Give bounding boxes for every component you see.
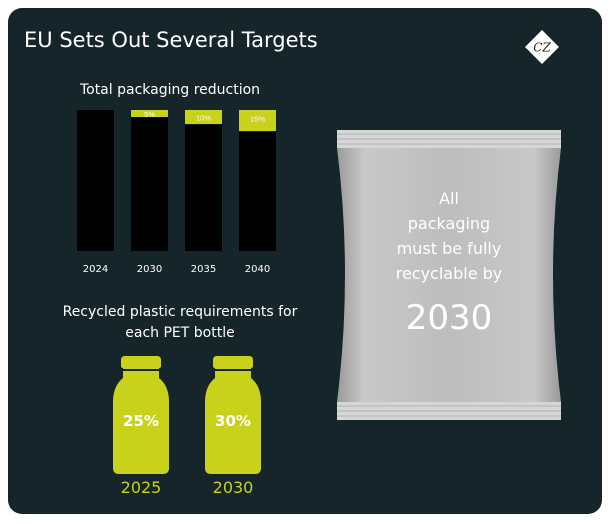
bottle-title-line2: each PET bottle [125,325,235,341]
data-label-2040: 15% [250,115,265,124]
bar-2040 [239,110,276,251]
packaging-pouch-icon [337,130,561,420]
bar-2024 [77,110,114,251]
bar-2030 [131,110,168,251]
bottle-section-title: Recycled plastic requirements for each P… [50,302,310,344]
data-label-2035: 10% [196,114,211,123]
bottle-title-line1: Recycled plastic requirements for [62,304,298,320]
x-tick-label: 2030 [137,264,162,275]
x-tick-label: 2040 [245,264,270,275]
x-tick-label: 2035 [191,264,216,275]
pouch-line: All [439,189,459,208]
x-tick-label: 2024 [83,264,108,275]
bottle-year: 2030 [212,478,254,497]
pet-bottle-icon [205,356,261,474]
page-title: EU Sets Out Several Targets [24,28,318,52]
bar-2035 [185,110,222,251]
pouch-line: must be fully [396,239,502,258]
pouch-line: recyclable by [395,264,503,283]
chart-title: Total packaging reduction [79,82,261,98]
logo-text: CZ [533,41,551,55]
bottle-percent: 25% [123,412,159,430]
pouch-line: packaging [407,214,491,233]
reduction-segment-2040 [239,110,276,132]
pouch-year: 2030 [405,298,493,338]
pet-bottle-icon [113,356,169,474]
cz-logo-icon: CZ [525,30,559,64]
bottle-percent: 30% [215,412,251,430]
reduction-segment-2030 [131,110,168,118]
reduction-segment-2035 [185,110,222,125]
bottle-year: 2025 [120,478,162,497]
data-label-2030: 5% [144,110,155,119]
pouch-message: All packaging must be fully recyclable b… [355,186,543,286]
